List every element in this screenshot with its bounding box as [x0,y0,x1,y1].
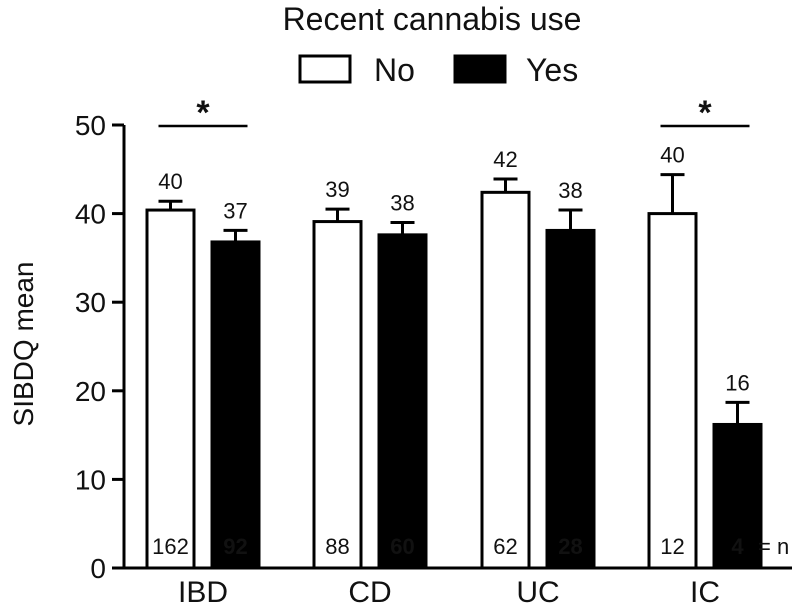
value-label: 39 [325,177,349,202]
value-label: 42 [493,147,517,172]
value-label: 38 [558,178,582,203]
x-tick-label: CD [348,576,391,609]
n-label: 88 [325,534,349,559]
legend: Recent cannabis use No Yes [283,1,582,88]
significance-star: * [698,94,712,132]
x-tick-label: UC [516,576,559,609]
value-label: 16 [725,370,749,395]
y-ticks: 0 10 20 30 40 50 [75,110,124,584]
x-tick-label: IBD [178,576,228,609]
n-label: 92 [223,534,247,559]
n-label: 62 [493,534,517,559]
n-label: 60 [390,534,414,559]
x-tick-label: IC [690,576,720,609]
bar-yes [545,228,596,570]
significance-markers: * * [158,94,750,132]
n-suffix-label: = n [758,534,789,559]
value-label: 40 [660,143,684,168]
significance-star: * [196,94,210,132]
n-label: 4 [731,534,744,559]
bar-no [312,220,363,570]
y-tick-label: 30 [75,287,106,318]
bar-yes [712,422,763,570]
bars: 40 162 37 92 39 88 38 60 42 62 38 28 40 12 16 4 [145,143,763,570]
legend-swatch-yes [453,54,507,84]
value-label: 37 [223,198,247,223]
bar-yes [377,233,428,570]
legend-swatch-no [298,54,352,84]
legend-label-no: No [374,52,415,88]
bar-no [647,212,698,570]
value-label: 38 [390,190,414,215]
value-label: 40 [158,169,182,194]
n-label: 162 [152,534,189,559]
y-tick-label: 0 [90,553,106,584]
x-ticks: IBD CD UC IC [178,576,720,609]
y-tick-label: 40 [75,199,106,230]
y-axis-label: SIBDQ mean [8,262,39,427]
n-label: 12 [660,534,684,559]
bar-no [480,190,531,570]
legend-title: Recent cannabis use [283,1,582,37]
bar-no [145,208,196,570]
y-tick-label: 50 [75,110,106,141]
n-label: 28 [558,534,582,559]
bar-yes [210,240,261,570]
y-tick-label: 20 [75,376,106,407]
y-tick-label: 10 [75,464,106,495]
legend-label-yes: Yes [526,52,578,88]
